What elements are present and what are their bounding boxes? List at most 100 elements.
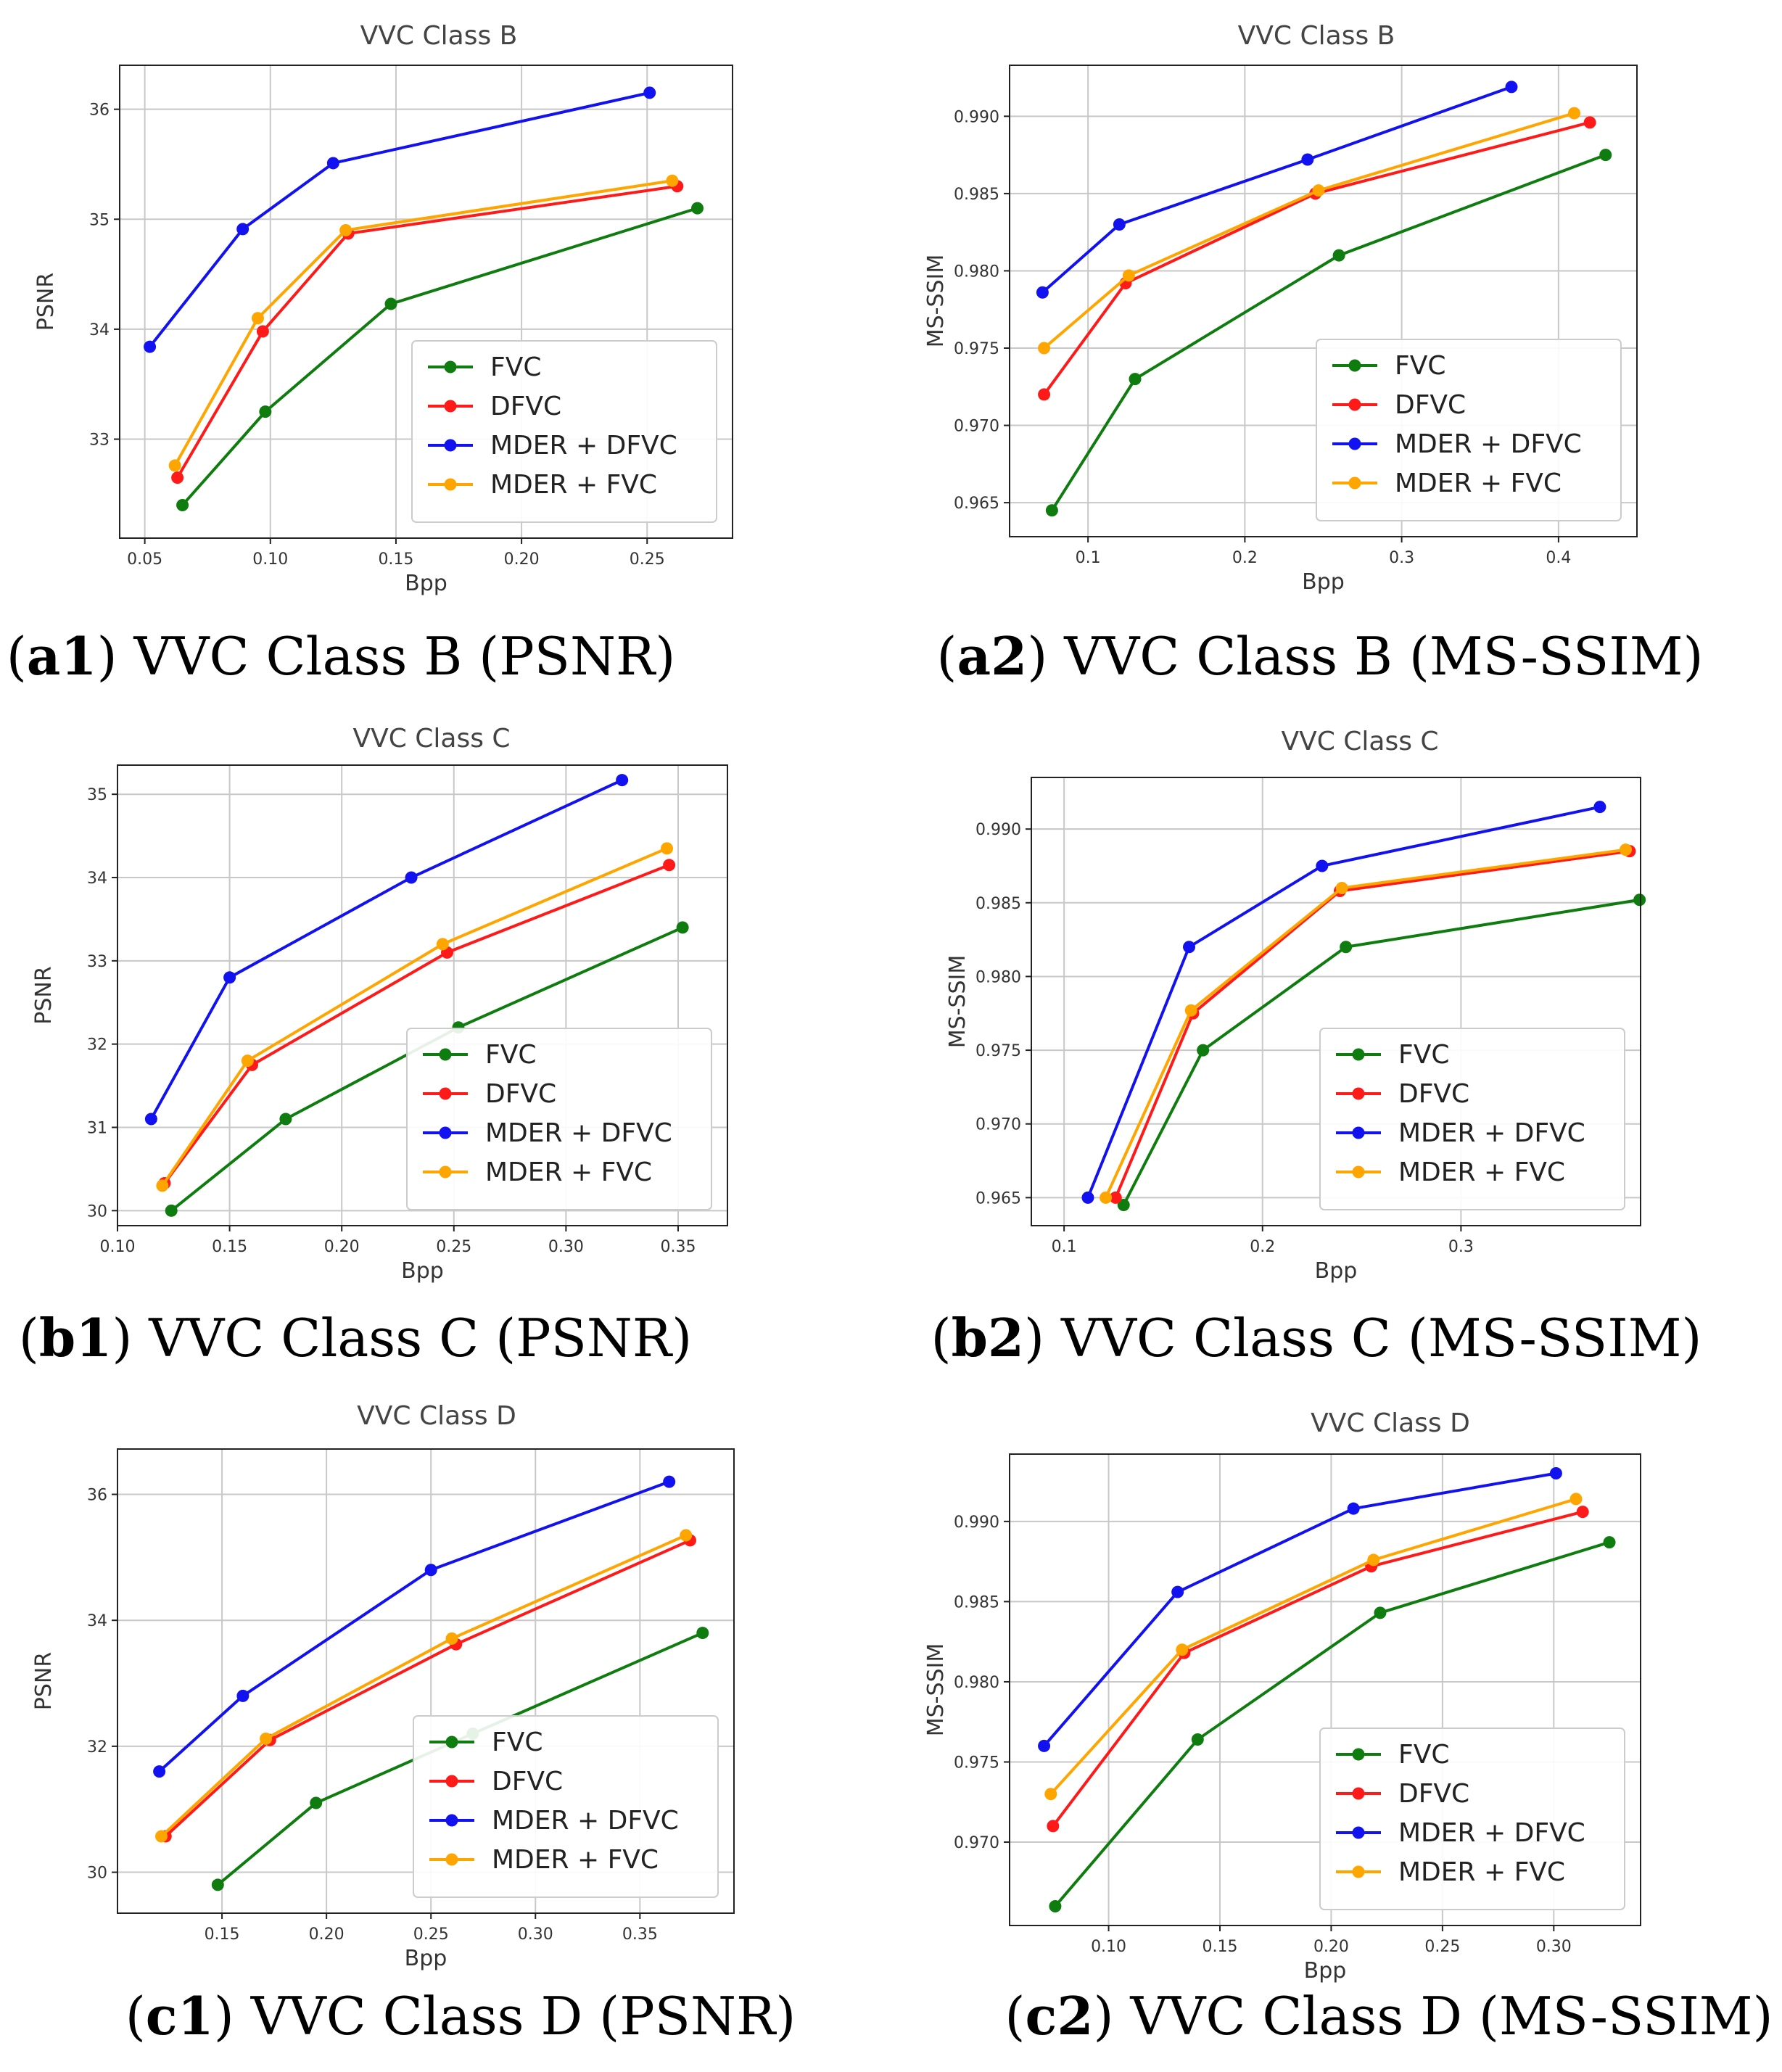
data-point xyxy=(1599,149,1612,162)
data-point xyxy=(168,459,181,472)
legend-swatch-marker xyxy=(1348,359,1361,372)
series-line-mder-dfvc xyxy=(149,778,623,1120)
data-point xyxy=(405,871,418,884)
x-tick-label: 0.10 xyxy=(100,1238,136,1256)
plot-frame xyxy=(1009,65,1638,537)
data-point xyxy=(1316,859,1329,872)
data-point xyxy=(616,774,629,787)
series-line-dfvc xyxy=(1052,1510,1583,1828)
y-tick-label: 30 xyxy=(87,1865,107,1883)
legend: FVC DFVC MDER + DFVC MDER + FVC xyxy=(406,1028,712,1210)
caption-text: ) VVC Class C (MS-SSIM) xyxy=(1024,1308,1702,1369)
y-tick-label: 0.970 xyxy=(954,418,999,436)
series-line-mder-dfvc xyxy=(158,1480,670,1773)
data-point xyxy=(643,86,656,99)
caption-open: ( xyxy=(7,626,27,687)
data-point xyxy=(1505,81,1518,94)
data-point xyxy=(1038,388,1051,401)
data-point xyxy=(1081,1191,1094,1204)
legend: FVC DFVC MDER + DFVC MDER + FVC xyxy=(413,1715,719,1898)
legend-box xyxy=(413,1715,719,1898)
data-point xyxy=(256,325,269,338)
caption-text: ) VVC Class D (PSNR) xyxy=(214,1986,796,2047)
y-tick-label: 0.970 xyxy=(975,1116,1021,1134)
x-tick-label: 0.20 xyxy=(504,550,540,569)
data-point xyxy=(666,174,679,187)
data-point xyxy=(211,1878,224,1891)
series-line-mder-fvc xyxy=(160,1534,687,1838)
panel-caption: (c2) VVC Class D (MS-SSIM) xyxy=(1005,1985,1773,2047)
data-point xyxy=(1171,1585,1184,1598)
series-line-mder-fvc xyxy=(1043,112,1575,350)
data-point xyxy=(663,859,676,872)
panel-caption: (c1) VVC Class D (PSNR) xyxy=(125,1985,796,2047)
legend: FVC DFVC MDER + DFVC MDER + FVC xyxy=(1316,339,1622,521)
data-point xyxy=(1117,1199,1130,1212)
legend-entry: MDER + DFVC xyxy=(1398,1818,1585,1848)
data-point xyxy=(1569,1493,1583,1506)
data-point xyxy=(176,499,189,512)
legend-swatch-marker xyxy=(1352,1087,1365,1100)
data-point xyxy=(1347,1502,1360,1515)
plot-frame xyxy=(117,764,728,1226)
y-axis-label: MS-SSIM xyxy=(923,1643,949,1737)
legend-entry: MDER + FVC xyxy=(490,470,657,500)
chart-title: VVC Class C xyxy=(352,724,510,754)
y-tick-label: 0.980 xyxy=(954,263,999,281)
series-line-dfvc xyxy=(176,184,678,479)
data-point xyxy=(661,842,674,855)
data-point xyxy=(155,1830,168,1843)
legend-swatch-marker xyxy=(445,1853,458,1866)
series-line-mder-dfvc xyxy=(1043,1472,1556,1747)
x-tick-label: 0.20 xyxy=(309,1926,345,1944)
y-tick-label: 33 xyxy=(87,953,107,971)
y-tick-label: 36 xyxy=(89,102,110,120)
legend-box xyxy=(1319,1728,1625,1910)
caption-tag: c1 xyxy=(146,1985,214,2047)
data-point xyxy=(1184,1004,1197,1017)
legend-swatch-marker xyxy=(1352,1126,1365,1139)
x-tick-label: 0.3 xyxy=(1448,1238,1474,1256)
caption-open: ( xyxy=(936,626,957,687)
legend-swatch-marker xyxy=(1352,1748,1365,1761)
series-line-mder-dfvc xyxy=(1041,85,1512,294)
y-tick-label: 35 xyxy=(87,786,107,804)
legend-swatch-marker xyxy=(1352,1826,1365,1839)
legend-entry: MDER + FVC xyxy=(1395,469,1562,498)
x-tick-label: 0.2 xyxy=(1232,549,1258,567)
data-point xyxy=(1568,107,1580,120)
legend-box xyxy=(406,1028,712,1210)
data-point xyxy=(1049,1899,1062,1912)
legend-entry: DFVC xyxy=(490,392,561,421)
series-line-fvc xyxy=(1054,1540,1610,1907)
y-tick-label: 0.990 xyxy=(975,821,1021,839)
legend: FVC DFVC MDER + DFVC MDER + FVC xyxy=(411,340,717,523)
x-tick-label: 0.35 xyxy=(622,1926,658,1944)
data-point xyxy=(424,1564,437,1577)
legend-entry: FVC xyxy=(1395,351,1445,381)
data-point xyxy=(1593,801,1606,814)
x-tick-label: 0.30 xyxy=(548,1238,584,1256)
y-axis-label: PSNR xyxy=(33,273,59,331)
y-tick-label: 0.990 xyxy=(954,1514,999,1532)
x-axis-label: Bpp xyxy=(405,1946,447,1971)
plot-frame xyxy=(119,65,733,539)
data-point xyxy=(1603,1536,1616,1549)
data-point xyxy=(1045,504,1058,517)
data-point xyxy=(236,223,249,236)
x-tick-label: 0.15 xyxy=(212,1238,247,1256)
x-tick-label: 0.1 xyxy=(1052,1238,1077,1256)
legend-swatch-marker xyxy=(1348,437,1361,450)
legend-swatch-marker xyxy=(1348,398,1361,411)
legend-swatch-marker xyxy=(439,1165,452,1179)
x-axis-label: Bpp xyxy=(1304,1958,1347,1984)
data-point xyxy=(260,1732,273,1745)
y-tick-label: 0.985 xyxy=(975,895,1021,913)
x-tick-label: 0.10 xyxy=(252,550,288,569)
caption-open: ( xyxy=(931,1308,951,1369)
series-line-fvc xyxy=(1050,153,1606,511)
y-axis-label: PSNR xyxy=(31,1652,57,1710)
data-point xyxy=(696,1627,709,1640)
data-point xyxy=(663,1475,676,1488)
y-tick-label: 32 xyxy=(87,1738,107,1757)
